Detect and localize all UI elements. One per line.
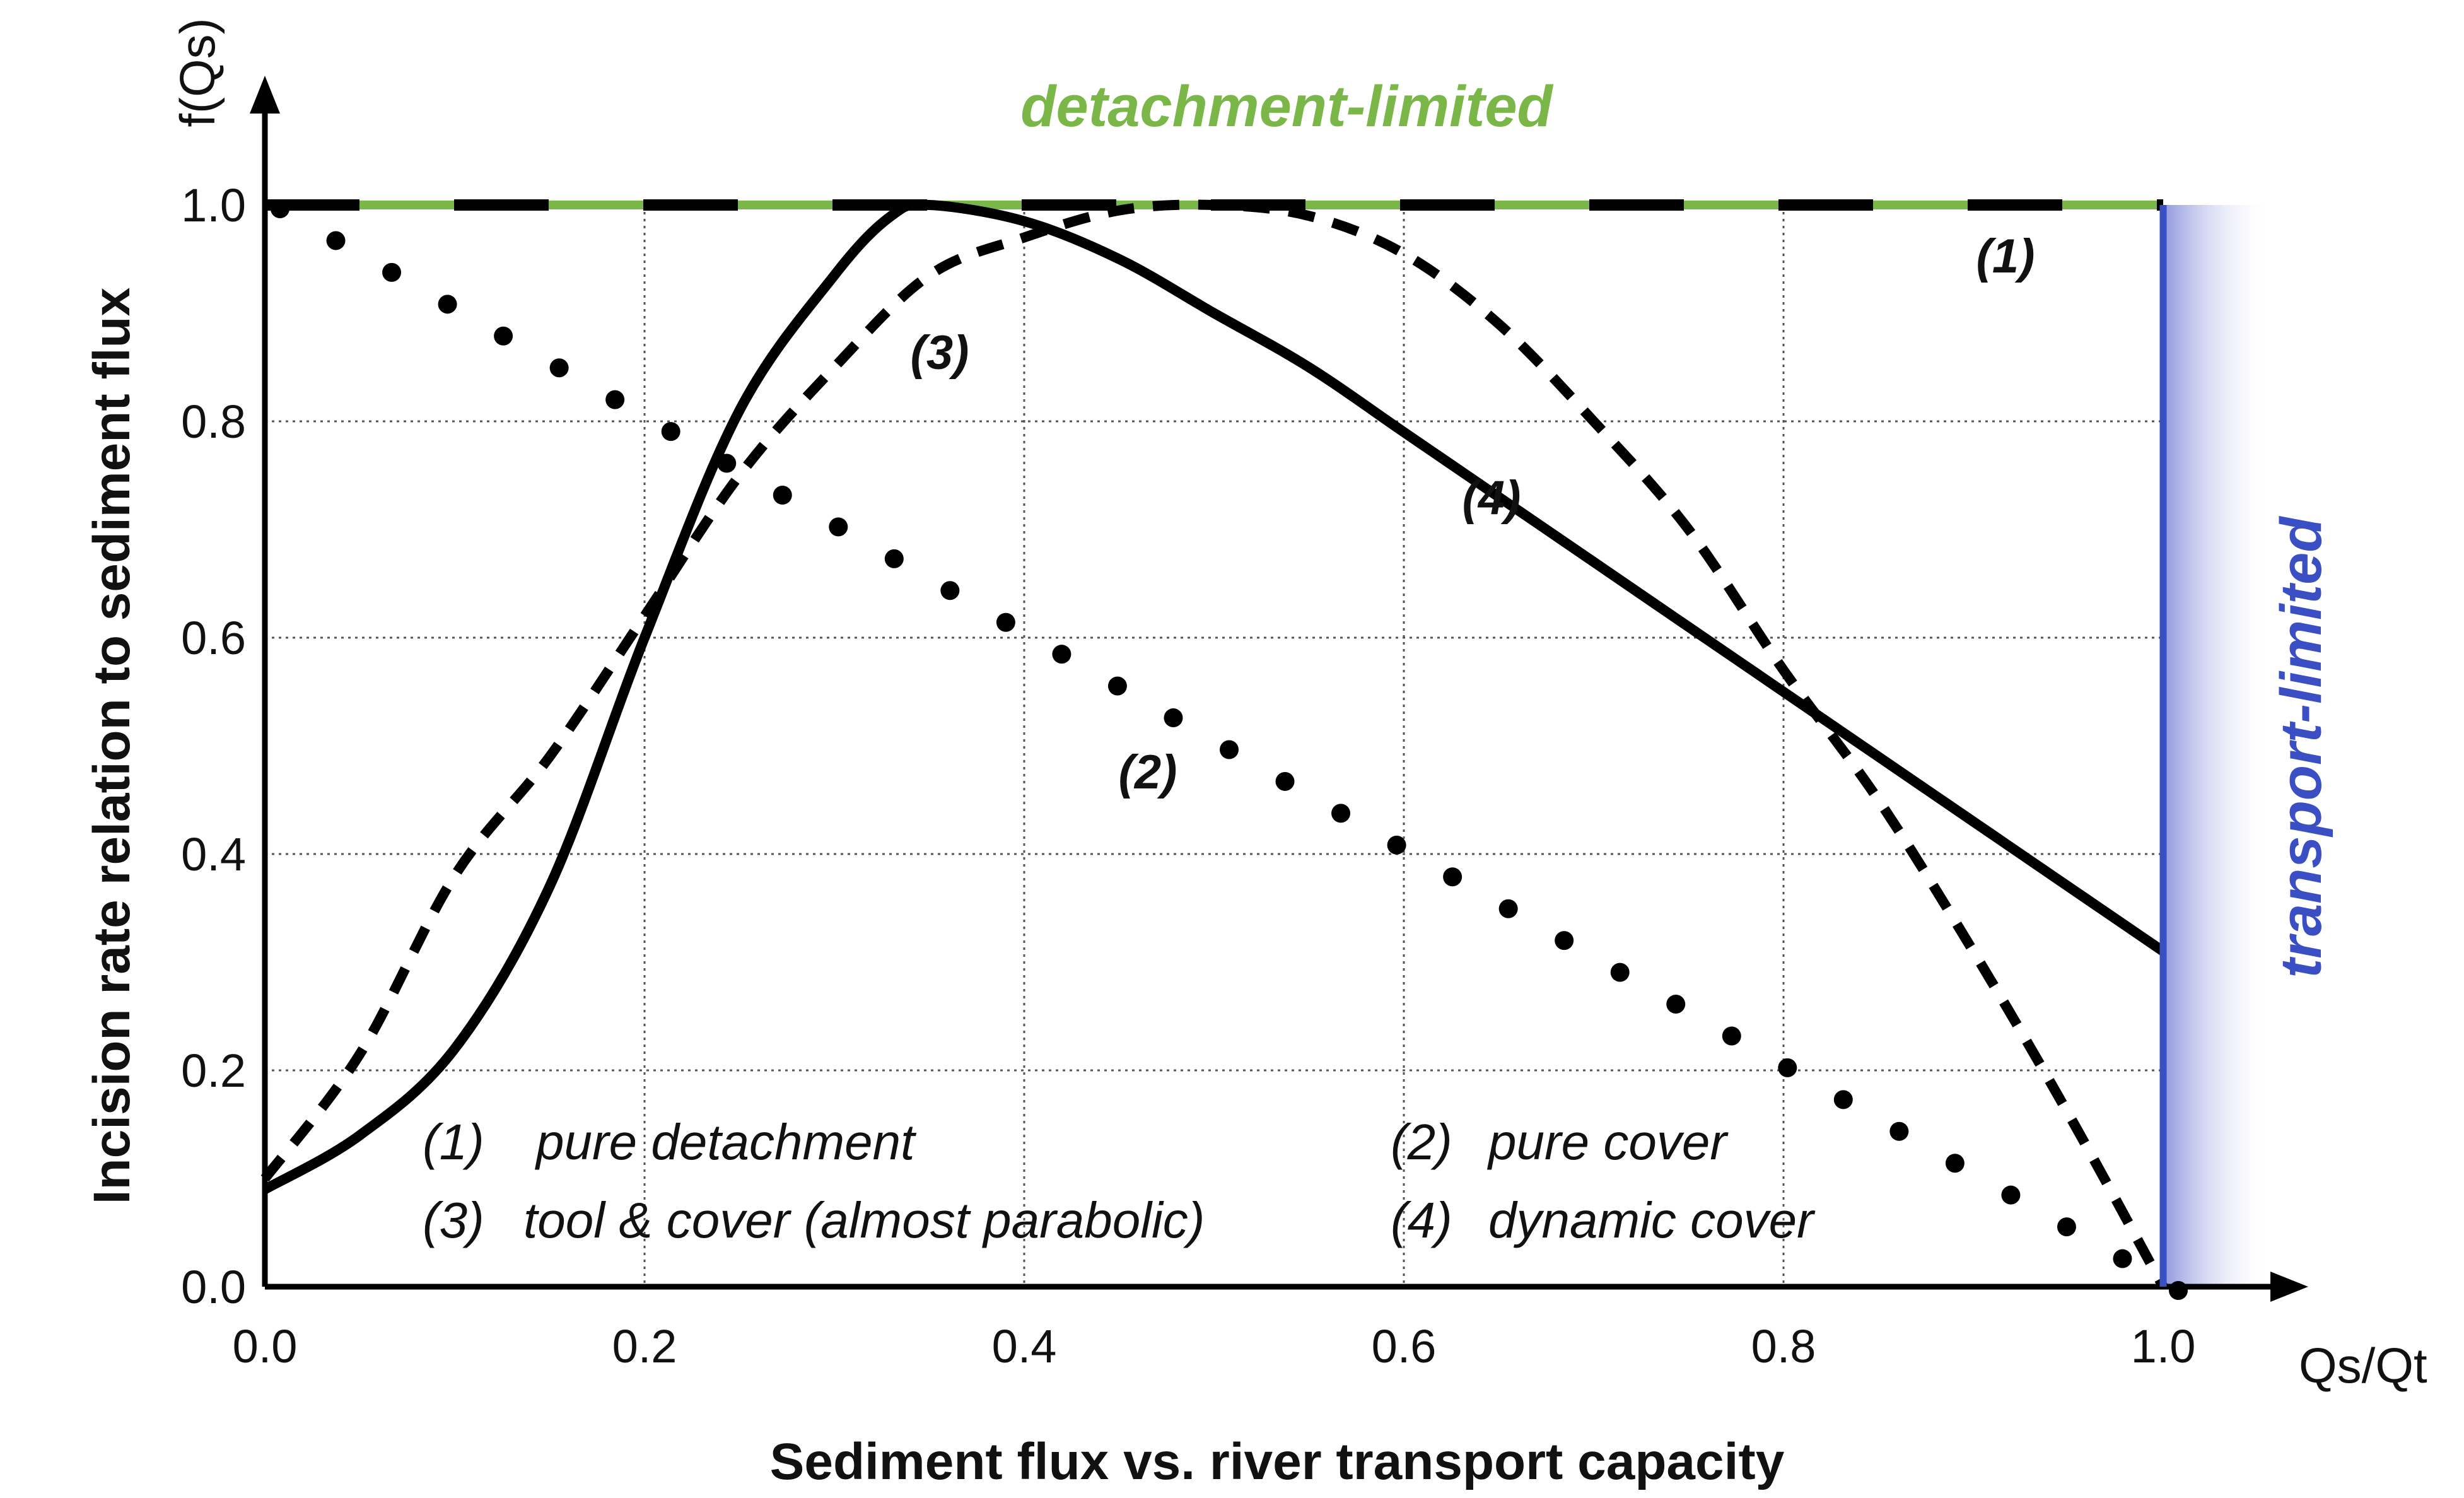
series-2-point — [1107, 676, 1127, 696]
x-axis-arrow-icon — [2270, 1272, 2308, 1302]
series-2-point — [1443, 867, 1463, 887]
series-2-point — [1722, 1026, 1741, 1046]
y-axis-unit-label: f(Qs) — [170, 18, 225, 127]
series-2-point — [884, 549, 904, 568]
series-2-point — [438, 295, 457, 314]
x-axis-unit-label: Qs/Qt — [2299, 1338, 2427, 1393]
series-2-point — [1610, 963, 1630, 982]
y-axis-title: Incision rate relation to sediment flux — [83, 288, 141, 1205]
y-axis-arrow-icon — [250, 76, 280, 114]
series-layer — [260, 199, 2188, 1300]
legend-item-2-number: (2) — [1391, 1114, 1452, 1170]
series-2-point — [605, 390, 625, 409]
series-2-point — [1555, 931, 1574, 951]
detachment-limited-label: detachment-limited — [1020, 74, 1553, 139]
series-2-point — [1833, 1090, 1853, 1109]
series-2-point — [940, 581, 960, 600]
tick-labels: 0.0 0.2 0.4 0.6 0.8 1.0 0.0 0.2 0.4 0.6 0.8 1.0 — [181, 179, 2195, 1372]
series-2-point — [1275, 771, 1295, 791]
series-2-point — [661, 422, 680, 442]
legend-item-4-number: (4) — [1391, 1192, 1452, 1248]
y-tick-label: 0.6 — [181, 612, 246, 664]
legend-item-1-text: pure detachment — [535, 1114, 916, 1170]
series-2-point — [1387, 835, 1406, 855]
legend-item-2-text: pure cover — [1487, 1114, 1729, 1170]
series-2-point — [382, 262, 402, 282]
y-tick-label: 1.0 — [181, 179, 246, 231]
series-2-point — [1164, 708, 1183, 728]
series-2-point — [1889, 1121, 1909, 1141]
grid — [265, 205, 2163, 1287]
series-2-point — [2001, 1185, 2021, 1205]
series-2-point — [1052, 645, 1071, 664]
x-tick-label: 0.6 — [1372, 1320, 1437, 1372]
series-2-point — [271, 199, 289, 218]
series-2-point — [326, 231, 346, 250]
curve-label-3: (3) — [911, 326, 969, 380]
series-2-point — [494, 326, 513, 346]
legend: (1) pure detachment (2) pure cover (3) t… — [423, 1114, 1816, 1248]
series-2-point — [773, 485, 792, 505]
x-tick-label: 0.8 — [1751, 1320, 1816, 1372]
x-axis-title: Sediment flux vs. river transport capaci… — [770, 1433, 1785, 1490]
series-2-point — [2057, 1217, 2076, 1237]
legend-item-1-number: (1) — [423, 1114, 484, 1170]
series-2-point — [549, 358, 569, 378]
transport-limited-band — [2163, 205, 2270, 1287]
legend-item-3-number: (3) — [423, 1192, 484, 1248]
transport-limited-label: transport-limited — [2269, 516, 2333, 978]
series-2-point — [1666, 995, 1686, 1014]
series-2-point — [1945, 1154, 1965, 1173]
y-tick-label: 0.2 — [181, 1045, 246, 1097]
y-tick-label: 0.0 — [181, 1261, 246, 1313]
legend-item-3-text: tool & cover (almost parabolic) — [523, 1192, 1205, 1248]
curve-label-2: (2) — [1119, 746, 1177, 799]
series-4-line — [262, 199, 2166, 1194]
series-3-line — [260, 199, 2168, 1289]
series-2-point — [2113, 1249, 2132, 1268]
y-tick-label: 0.4 — [181, 828, 246, 881]
series-2-point — [1498, 899, 1518, 918]
series-2-point — [1778, 1058, 1797, 1077]
x-tick-label: 0.2 — [612, 1320, 677, 1372]
curve-label-1: (1) — [1976, 230, 2035, 283]
y-tick-label: 0.8 — [181, 395, 246, 448]
legend-item-4-text: dynamic cover — [1488, 1192, 1816, 1248]
curve-label-4: (4) — [1463, 471, 1521, 525]
series-2-point — [1331, 804, 1351, 823]
series-2-point — [1220, 740, 1239, 759]
x-tick-label: 1.0 — [2131, 1320, 2196, 1372]
x-tick-label: 0.0 — [233, 1320, 298, 1372]
series-2-point — [829, 517, 848, 537]
series-2-point — [996, 612, 1015, 632]
x-tick-label: 0.4 — [992, 1320, 1057, 1372]
